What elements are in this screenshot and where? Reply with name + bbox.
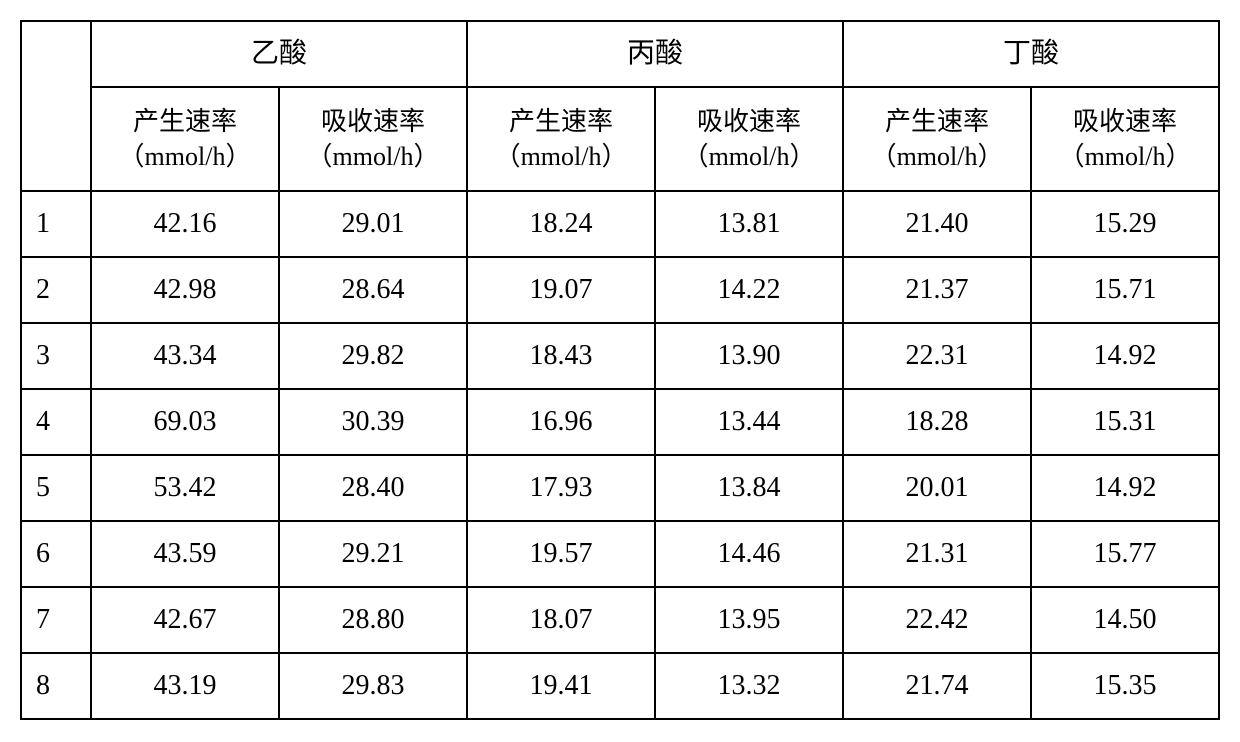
sub-header-2-0: 产生速率 （mmol/h） [843, 87, 1031, 191]
data-cell: 13.81 [655, 191, 843, 257]
data-cell: 15.77 [1031, 521, 1219, 587]
data-cell: 43.34 [91, 323, 279, 389]
data-cell: 19.57 [467, 521, 655, 587]
data-cell: 17.93 [467, 455, 655, 521]
data-cell: 22.31 [843, 323, 1031, 389]
data-cell: 19.41 [467, 653, 655, 719]
row-index-cell: 7 [21, 587, 91, 653]
data-cell: 29.83 [279, 653, 467, 719]
sub-header-line1: 吸收速率 [697, 107, 801, 136]
sub-header-0-1: 吸收速率 （mmol/h） [279, 87, 467, 191]
data-cell: 15.31 [1031, 389, 1219, 455]
data-cell: 13.84 [655, 455, 843, 521]
sub-header-line2: （mmol/h） [871, 142, 1004, 171]
data-cell: 43.19 [91, 653, 279, 719]
row-index-cell: 2 [21, 257, 91, 323]
sub-header-2-1: 吸收速率 （mmol/h） [1031, 87, 1219, 191]
group-header-0: 乙酸 [91, 21, 467, 87]
data-cell: 22.42 [843, 587, 1031, 653]
data-cell: 18.07 [467, 587, 655, 653]
data-cell: 28.64 [279, 257, 467, 323]
data-cell: 14.92 [1031, 455, 1219, 521]
row-index-cell: 1 [21, 191, 91, 257]
data-cell: 13.32 [655, 653, 843, 719]
sub-header-1-1: 吸收速率 （mmol/h） [655, 87, 843, 191]
sub-header-line2: （mmol/h） [495, 142, 628, 171]
table-row: 469.0330.3916.9613.4418.2815.31 [21, 389, 1219, 455]
table-row: 142.1629.0118.2413.8121.4015.29 [21, 191, 1219, 257]
data-cell: 42.98 [91, 257, 279, 323]
sub-header-line1: 产生速率 [133, 107, 237, 136]
data-cell: 15.35 [1031, 653, 1219, 719]
data-cell: 21.31 [843, 521, 1031, 587]
data-cell: 19.07 [467, 257, 655, 323]
group-header-row: 乙酸 丙酸 丁酸 [21, 21, 1219, 87]
sub-header-row: 产生速率 （mmol/h） 吸收速率 （mmol/h） 产生速率 （mmol/h… [21, 87, 1219, 191]
data-cell: 53.42 [91, 455, 279, 521]
table-head: 乙酸 丙酸 丁酸 产生速率 （mmol/h） 吸收速率 （mmol/h） 产生速… [21, 21, 1219, 191]
sub-header-line2: （mmol/h） [683, 142, 816, 171]
table-row: 242.9828.6419.0714.2221.3715.71 [21, 257, 1219, 323]
data-cell: 21.74 [843, 653, 1031, 719]
data-cell: 69.03 [91, 389, 279, 455]
group-header-2: 丁酸 [843, 21, 1219, 87]
sub-header-line2: （mmol/h） [1059, 142, 1192, 171]
data-cell: 30.39 [279, 389, 467, 455]
data-cell: 16.96 [467, 389, 655, 455]
sub-header-line2: （mmol/h） [307, 142, 440, 171]
empty-corner-cell [21, 21, 91, 191]
sub-header-line1: 吸收速率 [1073, 107, 1177, 136]
data-cell: 21.37 [843, 257, 1031, 323]
data-cell: 21.40 [843, 191, 1031, 257]
row-index-cell: 3 [21, 323, 91, 389]
sub-header-line1: 吸收速率 [321, 107, 425, 136]
data-cell: 13.44 [655, 389, 843, 455]
row-index-cell: 8 [21, 653, 91, 719]
data-cell: 14.92 [1031, 323, 1219, 389]
data-cell: 42.16 [91, 191, 279, 257]
data-cell: 13.90 [655, 323, 843, 389]
data-cell: 14.46 [655, 521, 843, 587]
data-cell: 29.21 [279, 521, 467, 587]
data-cell: 15.71 [1031, 257, 1219, 323]
sub-header-0-0: 产生速率 （mmol/h） [91, 87, 279, 191]
sub-header-line2: （mmol/h） [119, 142, 252, 171]
sub-header-line1: 产生速率 [509, 107, 613, 136]
data-cell: 18.28 [843, 389, 1031, 455]
data-cell: 43.59 [91, 521, 279, 587]
table-row: 553.4228.4017.9313.8420.0114.92 [21, 455, 1219, 521]
row-index-cell: 5 [21, 455, 91, 521]
row-index-cell: 4 [21, 389, 91, 455]
group-header-1: 丙酸 [467, 21, 843, 87]
data-cell: 29.01 [279, 191, 467, 257]
data-cell: 14.22 [655, 257, 843, 323]
table-row: 742.6728.8018.0713.9522.4214.50 [21, 587, 1219, 653]
data-cell: 14.50 [1031, 587, 1219, 653]
sub-header-line1: 产生速率 [885, 107, 989, 136]
row-index-cell: 6 [21, 521, 91, 587]
data-cell: 29.82 [279, 323, 467, 389]
table-row: 343.3429.8218.4313.9022.3114.92 [21, 323, 1219, 389]
data-cell: 18.43 [467, 323, 655, 389]
data-table: 乙酸 丙酸 丁酸 产生速率 （mmol/h） 吸收速率 （mmol/h） 产生速… [20, 20, 1220, 720]
data-cell: 28.80 [279, 587, 467, 653]
sub-header-1-0: 产生速率 （mmol/h） [467, 87, 655, 191]
table-row: 843.1929.8319.4113.3221.7415.35 [21, 653, 1219, 719]
data-cell: 42.67 [91, 587, 279, 653]
data-cell: 15.29 [1031, 191, 1219, 257]
data-cell: 28.40 [279, 455, 467, 521]
table-row: 643.5929.2119.5714.4621.3115.77 [21, 521, 1219, 587]
table-body: 142.1629.0118.2413.8121.4015.29242.9828.… [21, 191, 1219, 719]
data-cell: 13.95 [655, 587, 843, 653]
data-cell: 20.01 [843, 455, 1031, 521]
data-cell: 18.24 [467, 191, 655, 257]
